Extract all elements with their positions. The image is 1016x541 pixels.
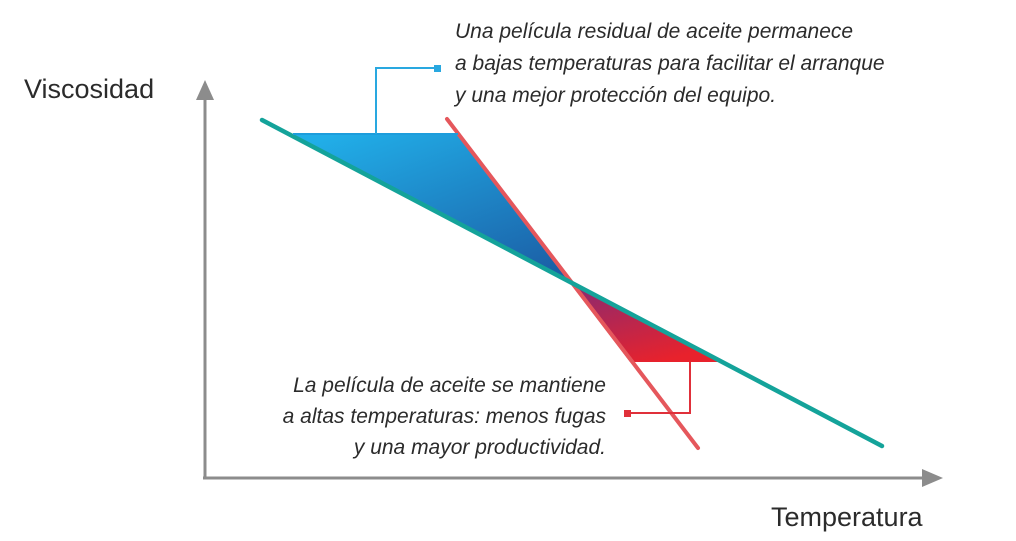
top-annotation-line-2: a bajas temperaturas para facilitar el a…: [455, 52, 885, 75]
bottom-annotation-line-1: La película de aceite se mantiene: [293, 374, 606, 397]
y-axis-label: Viscosidad: [24, 74, 154, 104]
bottom-callout-line: [630, 362, 691, 414]
top-annotation-line-1: Una película residual de aceite permanec…: [455, 20, 853, 43]
top-annotation: Una película residual de aceite permanec…: [453, 20, 885, 107]
x-axis-arrow-icon: [922, 469, 943, 487]
x-axis-label: Temperatura: [771, 502, 924, 532]
bottom-annotation-line-3: y una mayor productividad.: [352, 436, 606, 459]
top-callout-connector: [375, 67, 436, 134]
teal-oil-line: [259, 117, 885, 449]
top-callout-marker: [434, 65, 441, 72]
bottom-callout-marker: [624, 410, 631, 417]
bottom-annotation: La película de aceite se mantiene a alta…: [283, 374, 607, 459]
y-axis-arrow-icon: [196, 80, 214, 100]
top-annotation-line-3: y una mejor protección del equipo.: [453, 84, 776, 107]
bottom-annotation-line-2: a altas temperaturas: menos fugas: [283, 405, 607, 428]
